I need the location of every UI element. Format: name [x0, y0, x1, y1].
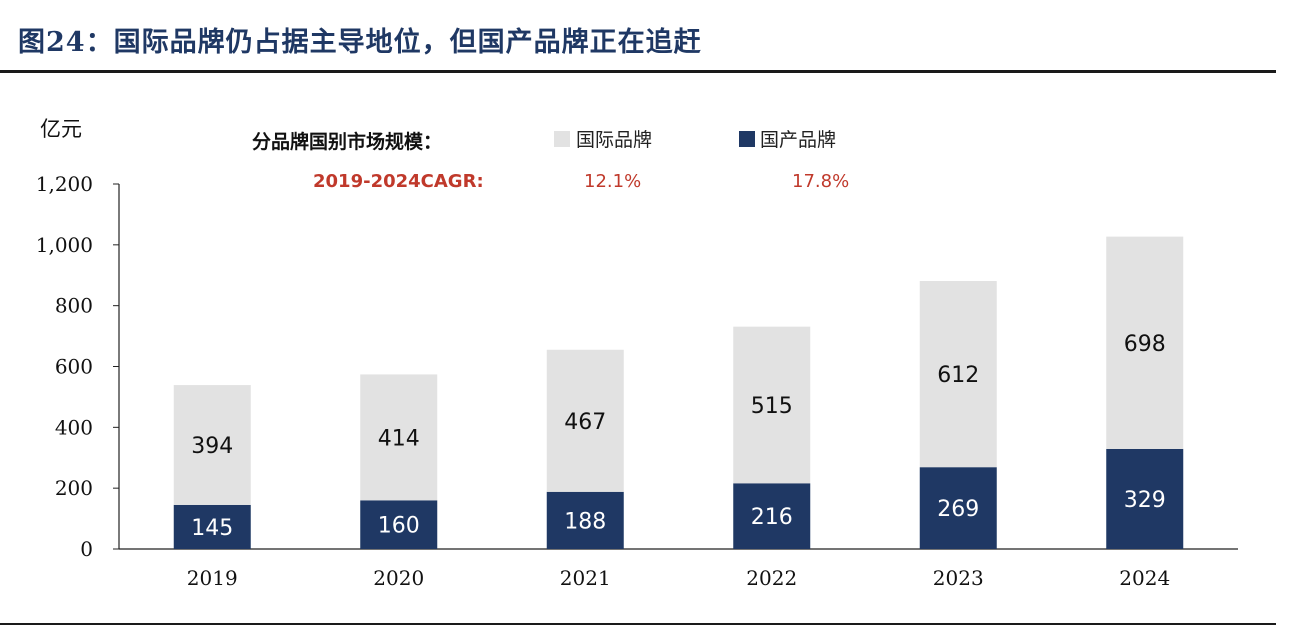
- label-domestic-2020: 160: [378, 514, 420, 539]
- bar-domestic-2024: [1106, 448, 1184, 549]
- y-tick-label: 1,000: [36, 233, 93, 257]
- legend-title: 分品牌国别市场规模：: [252, 130, 442, 153]
- y-tick-label: 400: [55, 415, 93, 439]
- cagr-international: 12.1%: [584, 171, 641, 192]
- bar-international-2021: [546, 349, 624, 492]
- bar-international-2023: [919, 281, 997, 468]
- figure-title: 图24：国际品牌仍占据主导地位，但国产品牌正在追赶: [18, 27, 702, 58]
- label-domestic-2023: 269: [937, 497, 979, 522]
- bar-domestic-2021: [546, 491, 624, 549]
- bar-international-2024: [1106, 236, 1184, 449]
- label-domestic-2021: 188: [564, 509, 606, 534]
- bar-international-2020: [360, 374, 438, 501]
- legend-swatch-international: [554, 131, 570, 147]
- label-international-2022: 515: [751, 394, 793, 419]
- y-tick-label: 1,200: [36, 172, 93, 196]
- bar-international-2019: [173, 385, 251, 505]
- y-tick-label: 200: [55, 476, 93, 500]
- bottom-rule: [0, 623, 1276, 625]
- cagr-row: 2019-2024CAGR: 12.1% 17.8%: [313, 171, 849, 192]
- label-international-2024: 698: [1124, 332, 1166, 357]
- legend-label-domestic: 国产品牌: [760, 129, 836, 151]
- label-international-2019: 394: [191, 434, 233, 459]
- y-unit-label: 亿元: [40, 117, 82, 141]
- bar-domestic-2022: [733, 483, 811, 549]
- y-tick-label: 0: [80, 537, 93, 561]
- x-tick-label-2020: 2020: [373, 566, 424, 590]
- label-domestic-2019: 145: [191, 516, 233, 541]
- legend: 分品牌国别市场规模： 国际品牌 国产品牌: [252, 129, 836, 153]
- legend-label-international: 国际品牌: [576, 129, 652, 151]
- y-tick-label: 800: [55, 294, 93, 318]
- label-international-2021: 467: [564, 410, 606, 435]
- label-domestic-2024: 329: [1124, 488, 1166, 513]
- axes: 0 200 400 600 800 1,000 1,200: [36, 172, 1238, 561]
- x-tick-label-2021: 2021: [560, 566, 611, 590]
- bar-domestic-2019: [173, 504, 251, 549]
- bar-domestic-2020: [360, 500, 438, 549]
- cagr-label: 2019-2024CAGR:: [313, 171, 484, 192]
- x-tick-label-2023: 2023: [933, 566, 984, 590]
- legend-swatch-domestic: [739, 131, 755, 147]
- bar-domestic-2023: [919, 467, 997, 549]
- cagr-domestic: 17.8%: [792, 171, 849, 192]
- bar-international-2022: [733, 326, 811, 484]
- y-tick-label: 600: [55, 355, 93, 379]
- label-international-2023: 612: [937, 363, 979, 388]
- label-domestic-2022: 216: [751, 505, 793, 530]
- x-tick-label-2019: 2019: [187, 566, 238, 590]
- bars: 145 394 2019 160 414 2020 188 467 2021 216 515 2022…: [173, 236, 1184, 590]
- label-international-2020: 414: [378, 426, 420, 451]
- title-rule: [0, 70, 1276, 73]
- x-tick-label-2022: 2022: [746, 566, 797, 590]
- x-tick-label-2024: 2024: [1119, 566, 1170, 590]
